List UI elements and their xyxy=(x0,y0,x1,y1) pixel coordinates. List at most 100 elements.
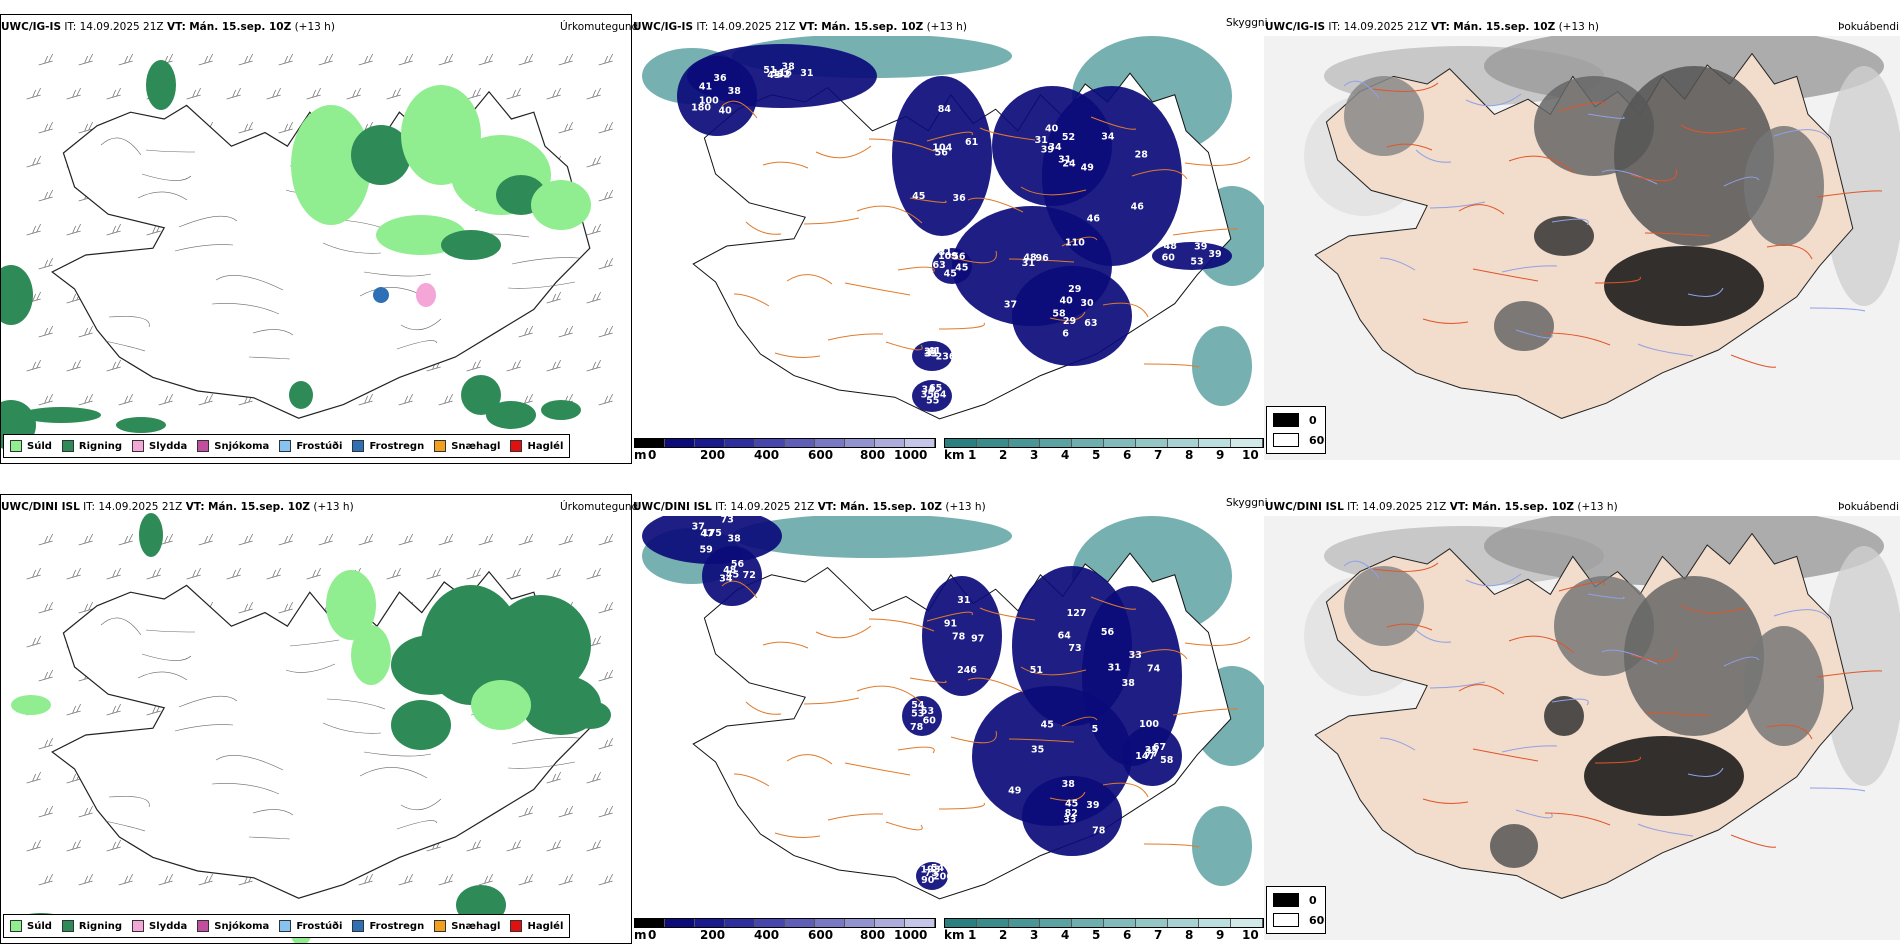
ceiling-value: 54 xyxy=(911,700,925,711)
legend-label: Rigning xyxy=(78,920,123,932)
ceiling-value: 193 xyxy=(920,865,940,876)
ceiling-value: 31 xyxy=(1022,258,1035,269)
legend-item: Snjókoma xyxy=(197,920,269,932)
ceiling-colorbar-row2: m 0 200 400 600 800 1000 xyxy=(632,916,942,946)
precip-label-row2: Úrkomutegund xyxy=(560,501,639,513)
legend-swatch xyxy=(197,920,210,932)
fog-field xyxy=(1744,126,1824,246)
ceiling-value: 41 xyxy=(928,346,941,357)
colorbar-unit: km xyxy=(944,448,965,462)
precip-legend-row1: Súld Rigning Slydda Snjókoma Frostúði Frostre… xyxy=(3,434,571,458)
colorbar-tick: 400 xyxy=(754,448,780,462)
map-shading xyxy=(373,287,389,303)
fog-field xyxy=(1824,546,1900,786)
map-shading xyxy=(491,595,591,695)
colorbar-tick: 4 xyxy=(1061,448,1070,462)
ceiling-value: 54 xyxy=(931,863,945,874)
ceiling-value: 56 xyxy=(1101,627,1115,638)
ceiling-field xyxy=(1022,776,1122,856)
legend-label: Snæhagl xyxy=(451,440,501,452)
colorbar-tick: 1 xyxy=(968,928,977,942)
legend-swatch xyxy=(10,920,22,932)
colorbar-tick: 5 xyxy=(1092,448,1101,462)
ceiling-value: 46 xyxy=(1087,213,1101,224)
ceiling-value: 31 xyxy=(1058,154,1071,165)
ceiling-value: 33 xyxy=(924,348,937,359)
ceiling-value: 39 xyxy=(1194,241,1207,252)
ceiling-value: 43 xyxy=(767,70,780,81)
fog-field xyxy=(1534,216,1594,256)
ceiling-value: 38 xyxy=(1122,678,1136,689)
map-shading xyxy=(391,700,451,750)
colorbar-tick: 400 xyxy=(754,928,780,942)
fog-field xyxy=(1604,246,1764,326)
precip-label-row1: Úrkomutegund xyxy=(560,21,639,33)
legend-swatch xyxy=(132,440,145,452)
fog-legend-row: 0 xyxy=(1273,413,1317,427)
fog-map-row1 xyxy=(1264,36,1900,460)
ceiling-field xyxy=(1012,266,1132,366)
ceiling-value: 180 xyxy=(691,103,711,114)
ceiling-value: 58 xyxy=(1052,309,1066,320)
ceiling-value: 28 xyxy=(1135,150,1149,161)
colorbar-tick: 6 xyxy=(1123,928,1132,942)
legend-item: Snæhagl xyxy=(434,440,500,452)
ceiling-value: 104 xyxy=(932,143,952,154)
map-shading xyxy=(291,105,371,225)
legend-label: Súld xyxy=(27,920,52,932)
map-shading xyxy=(146,60,176,110)
colorbar-tick: 10 xyxy=(1242,448,1259,462)
ceiling-value: 116 xyxy=(772,68,792,79)
cloud-label-row2: Skyggni xyxy=(1226,497,1268,509)
legend-label: Slydda xyxy=(149,440,188,452)
fog-field xyxy=(1824,66,1900,306)
legend-item: Slydda xyxy=(132,440,187,452)
fog-field xyxy=(1344,566,1424,646)
ceiling-value: 38 xyxy=(728,86,742,97)
ceiling-value: 55 xyxy=(926,395,939,406)
colorbar-tick: 4 xyxy=(1061,928,1070,942)
colorbar-tick: 3 xyxy=(1030,928,1039,942)
map-shading xyxy=(486,401,536,429)
legend-item: Frostúði xyxy=(279,440,342,452)
colorbar-strip xyxy=(634,438,936,448)
legend-swatch xyxy=(434,440,447,452)
ceiling-value: 147 xyxy=(1135,751,1155,762)
map-shading xyxy=(461,375,501,415)
ceiling-value: 236 xyxy=(936,352,956,363)
fog-panel-row1: 0 60 xyxy=(1264,36,1900,460)
legend-swatch xyxy=(510,920,523,932)
ceiling-field xyxy=(902,696,942,736)
ceiling-value: 64 xyxy=(933,390,947,401)
ceiling-field xyxy=(916,862,948,890)
legend-swatch xyxy=(352,920,365,932)
fog-field xyxy=(1490,824,1538,868)
ceiling-value: 40 xyxy=(1059,295,1073,306)
ceiling-value: 65 xyxy=(929,383,942,394)
fog-label-row1: Þokuábendi xyxy=(1838,21,1899,33)
legend-label: Snjókoma xyxy=(214,920,270,932)
ceiling-value: 48 xyxy=(1164,241,1178,252)
fog-field xyxy=(1744,626,1824,746)
colorbar-unit: km xyxy=(944,928,965,942)
precip-map-row1 xyxy=(1,53,614,450)
legend-item: Snjókoma xyxy=(197,440,269,452)
ceiling-value: 45 xyxy=(1041,719,1054,730)
ceiling-value: 49 xyxy=(1008,786,1021,797)
ceiling-value: 6 xyxy=(1062,329,1069,340)
ceiling-value: 39 xyxy=(1086,800,1099,811)
ceiling-value: 40 xyxy=(1045,124,1059,135)
ceiling-value: 67 xyxy=(1153,742,1166,753)
map-shading xyxy=(471,680,531,730)
legend-item: Rigning xyxy=(61,440,122,452)
colorbar-tick: 1000 xyxy=(894,448,928,462)
fog-legend-row: 0 xyxy=(1273,893,1317,907)
ceiling-value: 175 xyxy=(702,528,722,539)
ceiling-value: 37 xyxy=(924,346,937,357)
cloud-map-row1: 1161008434491102910923635393241613934295… xyxy=(642,36,1264,420)
fog-field xyxy=(1544,696,1584,736)
ceiling-value: 30 xyxy=(1080,298,1094,309)
precip-title-row2: UWC/DINI ISL IT: 14.09.2025 21Z VT: Mán.… xyxy=(1,501,354,513)
ceiling-value: 32 xyxy=(777,70,790,81)
ceiling-value: 110 xyxy=(1065,237,1085,248)
